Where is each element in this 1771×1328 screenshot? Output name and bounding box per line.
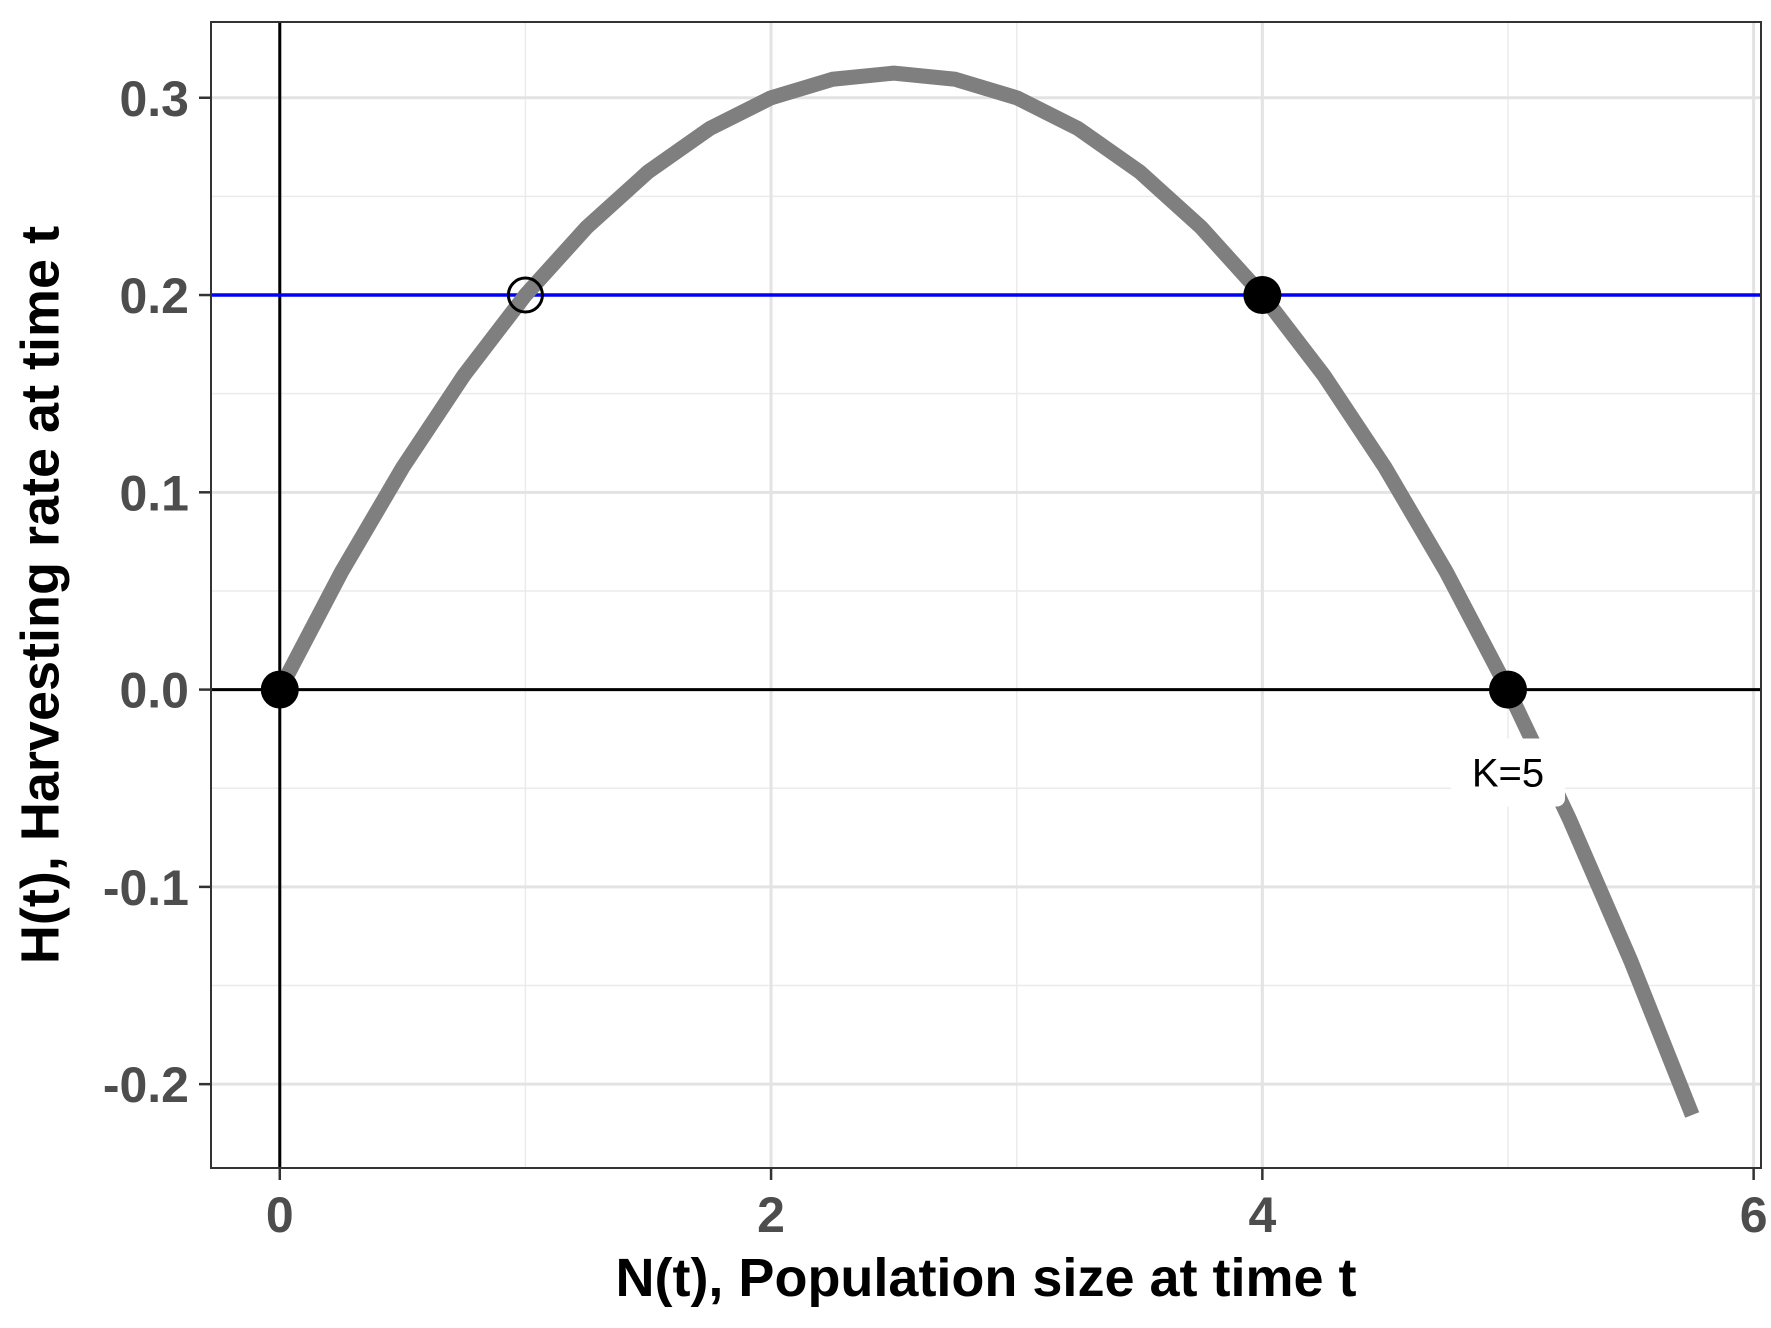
growth-curve [273,65,1700,1118]
x-axis-title: N(t), Population size at time t [615,1248,1356,1308]
y-tick-label: -0.2 [103,1057,189,1113]
y-tick-label: 0.1 [119,465,189,521]
equilibrium-point-stable [1488,670,1527,709]
x-tick-label: 2 [757,1187,785,1243]
points-layer [260,276,1527,709]
y-tick-label: 0.3 [119,71,189,127]
y-tick-label: 0.0 [119,663,189,719]
annotation-layer: K=5 [1450,738,1565,807]
reference-lines-layer [211,22,1761,1168]
equilibrium-point-unstable [506,276,544,314]
equilibrium-point-stable [260,670,299,709]
x-tick-label: 6 [1740,1187,1768,1243]
curve-layer [273,65,1700,1118]
x-tick-label: 4 [1248,1187,1276,1243]
plot-panel-border [210,21,1762,1169]
grid-layer [211,22,1761,1168]
annotation-label-box [1450,738,1565,807]
y-tick-label: 0.2 [119,268,189,324]
y-tick-label: -0.1 [103,860,189,916]
equilibrium-point-stable [1243,276,1282,315]
axis-layer: 0 2 4 6 -0.2 -0.1 0.0 0.1 0.2 0.3 [103,71,1768,1243]
annotation-label-text: K=5 [1472,751,1544,795]
y-axis-title: H(t), Harvesting rate at time t [10,226,70,964]
x-tick-label: 0 [266,1187,294,1243]
